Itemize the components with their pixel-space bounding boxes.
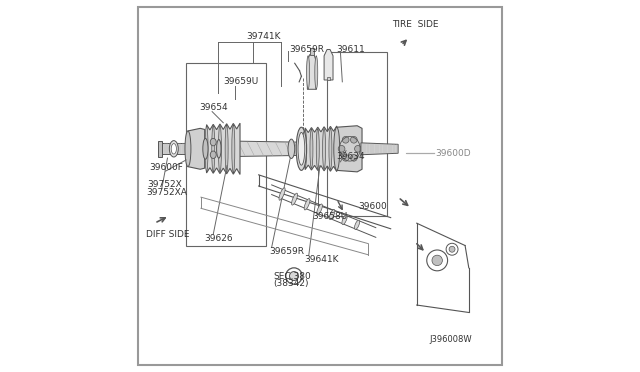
- Text: 39600D: 39600D: [435, 149, 471, 158]
- Text: 39659R: 39659R: [289, 45, 324, 54]
- Text: 39634: 39634: [336, 153, 365, 161]
- Ellipse shape: [316, 129, 319, 169]
- Text: 39741K: 39741K: [246, 32, 281, 41]
- Ellipse shape: [288, 139, 294, 158]
- Polygon shape: [305, 126, 337, 171]
- Ellipse shape: [225, 125, 228, 173]
- Ellipse shape: [432, 255, 442, 266]
- Text: 39600F: 39600F: [149, 163, 183, 172]
- Ellipse shape: [185, 131, 191, 167]
- Text: SEC.380: SEC.380: [273, 272, 311, 280]
- Polygon shape: [307, 55, 316, 89]
- Bar: [310, 48, 314, 55]
- Text: 39658U: 39658U: [312, 212, 347, 221]
- Bar: [328, 52, 387, 216]
- Ellipse shape: [342, 215, 347, 225]
- Ellipse shape: [427, 250, 447, 271]
- Text: 39654: 39654: [199, 103, 228, 112]
- Ellipse shape: [170, 141, 179, 157]
- Polygon shape: [158, 141, 162, 157]
- Ellipse shape: [298, 132, 305, 165]
- Ellipse shape: [205, 126, 208, 172]
- Ellipse shape: [218, 125, 221, 172]
- Ellipse shape: [232, 125, 235, 173]
- Text: 39659R: 39659R: [269, 247, 304, 256]
- Bar: [186, 63, 266, 246]
- Ellipse shape: [342, 137, 349, 143]
- Ellipse shape: [212, 125, 215, 172]
- Ellipse shape: [203, 138, 208, 159]
- Text: 39752XA: 39752XA: [147, 188, 187, 197]
- Ellipse shape: [330, 209, 335, 220]
- Ellipse shape: [211, 138, 216, 146]
- Polygon shape: [361, 143, 398, 155]
- Text: 39752X: 39752X: [147, 180, 182, 189]
- Polygon shape: [160, 143, 188, 154]
- Ellipse shape: [329, 128, 332, 169]
- Ellipse shape: [303, 129, 307, 168]
- Text: 39626: 39626: [205, 234, 234, 243]
- Ellipse shape: [342, 154, 349, 161]
- Polygon shape: [188, 128, 205, 169]
- Ellipse shape: [355, 145, 362, 152]
- Ellipse shape: [446, 243, 458, 255]
- Text: 39659U: 39659U: [223, 77, 259, 86]
- Text: J396008W: J396008W: [429, 335, 472, 344]
- Text: 39611: 39611: [336, 45, 365, 54]
- Ellipse shape: [286, 268, 302, 284]
- Ellipse shape: [334, 127, 340, 170]
- Ellipse shape: [307, 56, 310, 89]
- Ellipse shape: [292, 193, 298, 205]
- Polygon shape: [324, 49, 333, 80]
- Ellipse shape: [338, 145, 345, 152]
- Ellipse shape: [351, 137, 357, 143]
- Polygon shape: [205, 141, 342, 157]
- Bar: [326, 77, 330, 80]
- Ellipse shape: [304, 199, 310, 210]
- Text: TIRE  SIDE: TIRE SIDE: [392, 20, 439, 29]
- Ellipse shape: [317, 204, 323, 215]
- Ellipse shape: [355, 220, 360, 230]
- Ellipse shape: [310, 129, 313, 169]
- Ellipse shape: [289, 272, 298, 280]
- Text: 39641K: 39641K: [305, 255, 339, 264]
- Ellipse shape: [315, 56, 318, 89]
- Ellipse shape: [172, 144, 177, 154]
- Ellipse shape: [279, 188, 285, 200]
- Ellipse shape: [216, 140, 221, 158]
- Text: (38342): (38342): [273, 279, 309, 288]
- Ellipse shape: [351, 154, 357, 161]
- Polygon shape: [337, 126, 362, 172]
- Ellipse shape: [296, 127, 307, 170]
- Polygon shape: [207, 123, 240, 174]
- Ellipse shape: [211, 151, 216, 158]
- Ellipse shape: [323, 128, 326, 169]
- Ellipse shape: [449, 246, 455, 252]
- Text: DIFF SIDE: DIFF SIDE: [146, 230, 189, 239]
- Text: 39600: 39600: [358, 202, 387, 211]
